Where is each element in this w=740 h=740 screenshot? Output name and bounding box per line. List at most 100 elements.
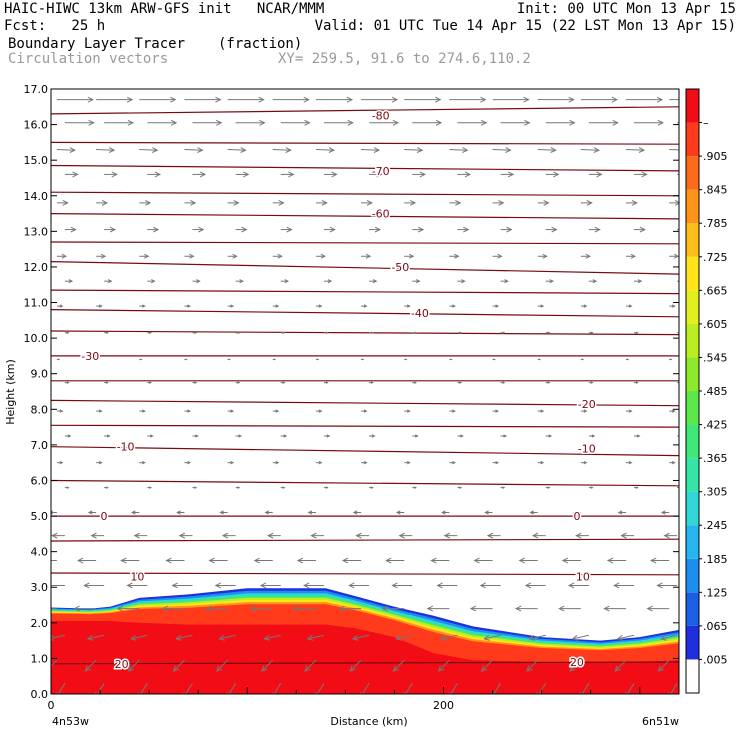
vector-shaft	[216, 659, 228, 672]
vector-head	[66, 381, 70, 384]
vector-head	[355, 532, 362, 539]
vector-head	[611, 96, 618, 103]
vector-head	[198, 226, 205, 233]
vector-arrow	[323, 486, 329, 489]
vector-head	[596, 171, 603, 178]
vector-arrow	[192, 331, 198, 335]
vector-arrow	[147, 486, 153, 489]
vector-arrow	[412, 279, 421, 284]
vector-head	[214, 582, 222, 589]
vector-head	[237, 486, 241, 489]
vector-shaft	[441, 634, 458, 640]
vector-head	[116, 605, 123, 612]
vector-arrow	[96, 96, 134, 103]
vector-arrow	[96, 409, 103, 413]
vector-head	[463, 226, 470, 233]
vector-arrow	[192, 171, 207, 178]
vector-head	[352, 510, 358, 515]
vector-head	[391, 582, 398, 589]
vector-arrow	[280, 434, 288, 438]
vector-arrow	[127, 659, 140, 672]
vector-arrow	[235, 171, 250, 178]
vector-arrow	[120, 557, 140, 564]
y-tick-label: 5.0	[31, 510, 49, 523]
vector-shaft	[404, 149, 423, 151]
vector-head	[637, 279, 643, 284]
colorbar: .005 .065 .125 .185 .245 .305 .365 .425 .485 .545…	[685, 88, 728, 694]
vectors-caption: Circulation vectors	[8, 51, 169, 67]
vector-arrow	[528, 634, 546, 641]
vector-arrow	[361, 358, 365, 361]
vector-head	[175, 634, 182, 641]
vector-head	[259, 582, 267, 589]
vector-head	[286, 226, 293, 233]
vector-arrow	[626, 461, 633, 465]
vector-head	[571, 634, 579, 641]
vector-head	[127, 665, 134, 672]
contour-label-11: 10	[130, 571, 144, 584]
vector-arrow	[171, 582, 193, 589]
colorbar-label: .185	[703, 553, 728, 566]
vector-arrow	[545, 381, 551, 384]
vector-head	[628, 461, 633, 465]
vector-arrow	[263, 634, 281, 641]
vector-arrow	[626, 304, 633, 308]
vector-head	[199, 171, 207, 178]
vector-arrow	[404, 409, 411, 413]
vector-arrow	[500, 486, 506, 489]
vector-head	[149, 486, 153, 489]
vector-arrow	[315, 409, 323, 413]
vector-shaft	[56, 149, 75, 151]
contour-line-4	[51, 213, 679, 220]
vector-arrow	[404, 147, 424, 153]
vector-arrow	[361, 253, 372, 259]
vector-head	[670, 358, 673, 361]
vector-arrow	[184, 461, 191, 465]
vector-arrow	[518, 557, 538, 564]
vector-arrow	[449, 147, 469, 153]
vector-arrow	[104, 331, 109, 335]
colorbar-label: .605	[703, 318, 728, 331]
vector-arrow	[184, 96, 222, 103]
y-tick-label: 2.0	[31, 617, 49, 630]
vector-arrow	[55, 683, 66, 694]
vector-arrow	[448, 683, 458, 694]
vector-shaft	[139, 149, 158, 151]
vector-head	[507, 171, 515, 178]
vector-arrow	[323, 171, 338, 178]
contour-label-10: 0	[573, 510, 580, 523]
vector-arrow	[381, 605, 405, 612]
vector-arrow	[315, 200, 328, 206]
vector-arrow	[178, 532, 193, 539]
vector-head	[215, 96, 222, 103]
vector-arrow	[323, 381, 329, 384]
vector-arrow	[184, 253, 195, 259]
colorbar-label: .845	[703, 184, 728, 197]
vector-head	[296, 557, 304, 564]
vector-arrow	[588, 381, 594, 384]
colorbar-label: .785	[703, 217, 728, 230]
tracer-band-8	[51, 621, 679, 694]
title-line-1-right: Init: 00 UTC Mon 13 Apr 15	[516, 1, 736, 17]
vector-head	[585, 253, 591, 259]
vector-head	[59, 461, 64, 465]
vector-arrow	[663, 532, 678, 539]
vector-head	[149, 331, 153, 335]
vector-arrow	[139, 253, 150, 259]
vector-arrow	[491, 683, 501, 694]
vector-arrow	[361, 200, 373, 206]
vector-head	[452, 409, 456, 413]
vector-arrow	[139, 147, 159, 153]
vector-arrow	[561, 557, 581, 564]
vector-arrow	[352, 510, 362, 515]
vector-head	[426, 605, 434, 612]
vector-head	[538, 358, 541, 361]
vector-arrow	[315, 304, 323, 308]
vector-arrow	[677, 435, 679, 437]
vector-arrow	[56, 200, 69, 206]
vector-shaft	[438, 659, 450, 672]
vector-arrow	[204, 605, 228, 612]
vector-arrow	[192, 119, 223, 126]
temperature-contours	[51, 106, 679, 665]
colorbar-label: .485	[703, 385, 728, 398]
